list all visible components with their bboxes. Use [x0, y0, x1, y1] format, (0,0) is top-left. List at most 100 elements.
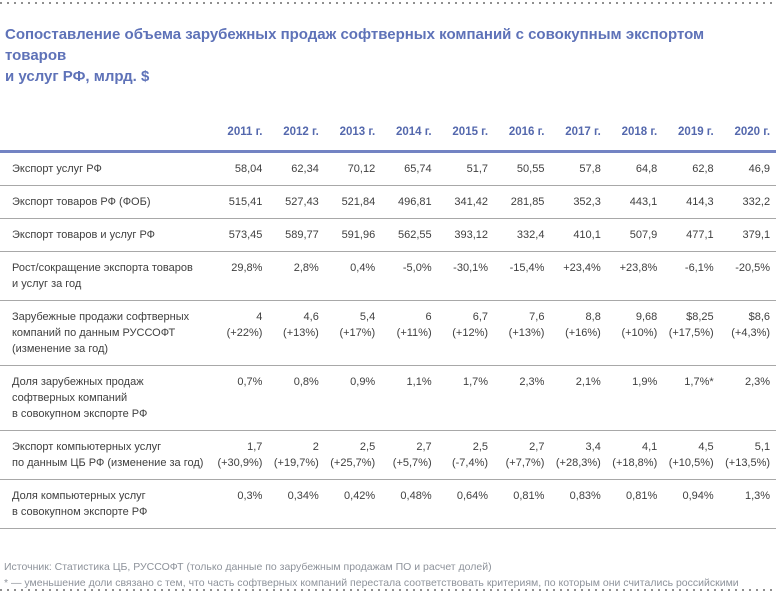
- year-header: 2012 г.: [283, 126, 319, 138]
- row-label: Экспорт товаров РФ (ФОБ): [12, 196, 151, 208]
- cell-value: -5,0%: [402, 262, 432, 274]
- table-header-row: 2011 г. 2012 г. 2013 г. 2014 г. 2015 г. 2016 …: [0, 125, 776, 153]
- table-row: Экспорт услуг РФ 58,04 62,34 70,12 65,74 51,7…: [0, 153, 776, 186]
- table-row: Экспорт товаров РФ (ФОБ) 515,41 527,43 521,…: [0, 186, 776, 219]
- cell-value: 0,81%: [513, 490, 545, 502]
- row-label: Рост/сокращение экспорта товаров и услуг…: [12, 262, 193, 290]
- cell-value: 4,6 (+13%): [283, 311, 319, 339]
- cell-value: 2,5 (+25,7%): [330, 441, 376, 469]
- cell-value: 0,7%: [237, 376, 263, 388]
- cell-value: 0,64%: [456, 490, 489, 502]
- table-row: Рост/сокращение экспорта товаров и услуг…: [0, 252, 776, 301]
- row-label: Доля компьютерных услуг в совокупном экс…: [12, 490, 148, 518]
- cell-value: 29,8%: [231, 262, 263, 274]
- cell-value: 515,41: [228, 196, 263, 208]
- cell-value: 5,4 (+17%): [339, 311, 376, 339]
- cell-value: 589,77: [285, 229, 319, 241]
- cell-value: 2,5 (-7,4%): [451, 441, 489, 469]
- cell-value: 70,12: [347, 163, 376, 175]
- cell-value: 410,1: [573, 229, 601, 241]
- cell-value: 0,94%: [682, 490, 714, 502]
- cell-value: 0,83%: [569, 490, 601, 502]
- cell-value: 0,8%: [293, 376, 319, 388]
- table-row: Экспорт компьютерных услуг по данным ЦБ …: [0, 431, 776, 480]
- cell-value: 0,4%: [350, 262, 376, 274]
- table-row: Зарубежные продажи софтверных компаний п…: [0, 301, 776, 366]
- cell-value: 2,3%: [519, 376, 545, 388]
- figure-title: Сопоставление объема зарубежных продаж с…: [5, 26, 705, 85]
- footnotes: Источник: Статистика ЦБ, РУССОФТ (только…: [0, 559, 776, 591]
- cell-value: +23,4%: [563, 262, 601, 274]
- source-note: Источник: Статистика ЦБ, РУССОФТ (только…: [4, 561, 492, 573]
- cell-value: 0,9%: [350, 376, 376, 388]
- cell-value: 521,84: [341, 196, 376, 208]
- cell-value: 2,8%: [293, 262, 319, 274]
- cell-value: -30,1%: [453, 262, 489, 274]
- cell-value: 332,2: [742, 196, 771, 208]
- cell-value: 0,34%: [287, 490, 319, 502]
- cell-value: 352,3: [573, 196, 601, 208]
- cell-value: 64,8: [635, 163, 658, 175]
- cell-value: 6 (+11%): [396, 311, 432, 339]
- cell-value: 341,42: [454, 196, 489, 208]
- row-label: Экспорт компьютерных услуг по данным ЦБ …: [12, 441, 204, 469]
- cell-value: 443,1: [629, 196, 658, 208]
- cell-value: 2,3%: [744, 376, 771, 388]
- cell-value: 8,8 (+16%): [565, 311, 601, 339]
- cell-value: 1,7 (+30,9%): [217, 441, 263, 469]
- row-label: Доля зарубежных продаж софтверных компан…: [12, 376, 148, 420]
- cell-value: 591,96: [341, 229, 376, 241]
- cell-value: 527,43: [285, 196, 319, 208]
- cell-value: 51,7: [466, 163, 489, 175]
- cell-value: 1,7%*: [684, 376, 714, 388]
- asterisk-note: * — уменьшение доли связано с тем, что ч…: [4, 577, 739, 589]
- cell-value: -20,5%: [735, 262, 771, 274]
- cell-value: 1,1%: [406, 376, 432, 388]
- cell-value: $8,25 (+17,5%): [668, 311, 714, 339]
- cell-value: 0,3%: [237, 490, 263, 502]
- cell-value: 562,55: [397, 229, 432, 241]
- cell-value: 3,4 (+28,3%): [555, 441, 601, 469]
- cell-value: 1,7%: [462, 376, 489, 388]
- cell-value: 507,9: [629, 229, 658, 241]
- cell-value: 2,7 (+7,7%): [505, 441, 545, 469]
- table-row: Доля зарубежных продаж софтверных компан…: [0, 366, 776, 431]
- year-header: 2011 г.: [227, 126, 263, 138]
- cell-value: 379,1: [742, 229, 771, 241]
- cell-value: 332,4: [516, 229, 545, 241]
- year-header: 2018 г.: [621, 126, 658, 138]
- year-header: 2014 г.: [396, 126, 432, 138]
- cell-value: 496,81: [397, 196, 432, 208]
- cell-value: 0,48%: [400, 490, 432, 502]
- cell-value: $8,6 (+4,3%): [731, 311, 771, 339]
- year-header: 2016 г.: [508, 126, 545, 138]
- cell-value: 477,1: [686, 229, 714, 241]
- cell-value: 0,42%: [344, 490, 376, 502]
- bottom-dotted-border: [0, 589, 776, 591]
- cell-value: +23,8%: [619, 262, 658, 274]
- cell-value: 9,68 (+10%): [621, 311, 658, 339]
- cell-value: 281,85: [510, 196, 545, 208]
- top-dotted-border: [0, 2, 776, 4]
- cell-value: 393,12: [454, 229, 489, 241]
- cell-value: 62,8: [692, 163, 714, 175]
- table-body: Экспорт услуг РФ 58,04 62,34 70,12 65,74 51,7…: [0, 153, 776, 529]
- year-header: 2019 г.: [678, 126, 714, 138]
- cell-value: 573,45: [228, 229, 263, 241]
- row-label: Зарубежные продажи софтверных компаний п…: [12, 311, 190, 355]
- cell-value: 4,5 (+10,5%): [668, 441, 714, 469]
- table-row: Экспорт товаров и услуг РФ 573,45 589,77 59…: [0, 219, 776, 252]
- year-header: 2013 г.: [339, 126, 376, 138]
- cell-value: 50,55: [516, 163, 545, 175]
- cell-value: 65,74: [404, 163, 432, 175]
- cell-value: 4,1 (+18,8%): [612, 441, 658, 469]
- year-header: 2015 г.: [452, 126, 489, 138]
- row-label: Экспорт товаров и услуг РФ: [12, 229, 156, 241]
- row-label: Экспорт услуг РФ: [12, 163, 102, 175]
- cell-value: 2,7 (+5,7%): [392, 441, 432, 469]
- cell-value: -6,1%: [684, 262, 714, 274]
- year-header: 2020 г.: [734, 126, 771, 138]
- cell-value: 5,1 (+13,5%): [725, 441, 771, 469]
- cell-value: 414,3: [686, 196, 714, 208]
